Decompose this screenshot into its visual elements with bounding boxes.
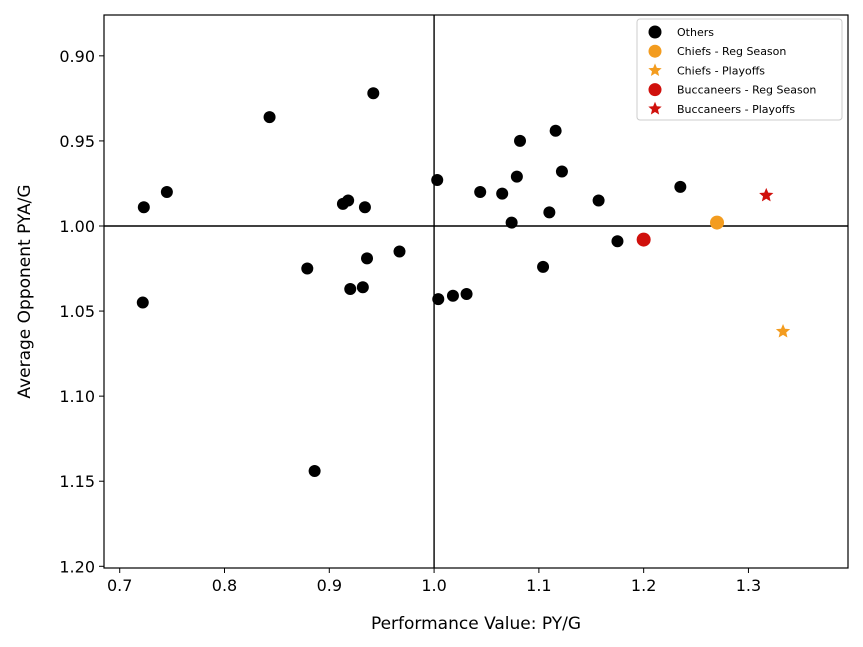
- y-tick-label: 1.10: [59, 387, 95, 406]
- data-points: [136, 87, 791, 478]
- x-tick-label: 1.1: [526, 576, 551, 595]
- data-point: [342, 194, 355, 207]
- data-point: [592, 194, 605, 207]
- data-point: [308, 465, 321, 478]
- data-point: [514, 134, 527, 147]
- x-tick-label: 0.9: [317, 576, 342, 595]
- data-point: [136, 296, 149, 309]
- y-tick-label: 1.00: [59, 217, 95, 236]
- data-point: [710, 215, 725, 230]
- x-tick-label: 0.8: [212, 576, 237, 595]
- data-point: [549, 124, 562, 137]
- data-point: [496, 187, 509, 200]
- legend-box: [636, 18, 843, 121]
- data-point: [460, 288, 473, 301]
- data-point: [555, 165, 568, 178]
- x-tick-label: 1.0: [421, 576, 446, 595]
- data-point: [432, 293, 445, 306]
- legend: Others Chiefs - Reg Season Chiefs - Playof…: [636, 18, 843, 121]
- legend-marker: [648, 44, 662, 58]
- legend-label: Buccaneers - Playoffs: [677, 103, 795, 116]
- x-axis-label: Performance Value: PY/G: [371, 614, 581, 634]
- data-point-star: [775, 323, 791, 338]
- y-axis-ticks: 0.90 0.95 1.00 1.05 1.10 1.15 1.20: [59, 47, 104, 576]
- data-point-star: [759, 187, 774, 202]
- legend-marker: [648, 83, 662, 97]
- data-point: [510, 170, 523, 183]
- x-tick-label: 1.2: [631, 576, 656, 595]
- data-point: [636, 232, 651, 247]
- data-point: [674, 180, 687, 193]
- reference-lines: [104, 15, 848, 568]
- data-point: [474, 185, 487, 198]
- legend-marker: [648, 25, 662, 39]
- y-tick-label: 1.15: [59, 472, 95, 491]
- data-point: [301, 262, 314, 275]
- legend-label: Chiefs - Reg Season: [677, 45, 786, 58]
- data-point: [356, 281, 369, 294]
- data-point: [543, 206, 556, 219]
- y-tick-label: 0.95: [59, 132, 95, 151]
- data-point: [137, 201, 150, 214]
- data-point: [393, 245, 406, 258]
- data-point: [367, 87, 380, 100]
- data-point: [537, 260, 550, 273]
- data-point: [361, 252, 374, 265]
- y-axis-label: Average Opponent PYA/G: [15, 184, 35, 398]
- legend-label: Chiefs - Playoffs: [677, 64, 765, 77]
- data-point: [431, 174, 444, 187]
- legend-label: Buccaneers - Reg Season: [677, 84, 816, 97]
- data-point: [263, 111, 276, 124]
- data-point: [505, 216, 518, 229]
- data-point: [344, 282, 357, 295]
- x-tick-label: 0.7: [107, 576, 132, 595]
- legend-marker: [648, 101, 662, 115]
- legend-label: Others: [677, 26, 714, 39]
- plot-frame: [103, 14, 849, 569]
- x-tick-label: 1.3: [736, 576, 761, 595]
- legend-marker: [648, 63, 662, 77]
- data-point: [611, 235, 624, 248]
- y-tick-label: 0.90: [59, 47, 95, 66]
- y-tick-label: 1.20: [59, 557, 95, 576]
- x-axis-ticks: 0.7 0.8 0.9 1.0 1.1 1.2 1.3: [107, 568, 761, 595]
- data-point: [160, 185, 173, 198]
- data-point: [358, 201, 371, 214]
- y-tick-label: 1.05: [59, 302, 95, 321]
- data-point: [446, 289, 459, 302]
